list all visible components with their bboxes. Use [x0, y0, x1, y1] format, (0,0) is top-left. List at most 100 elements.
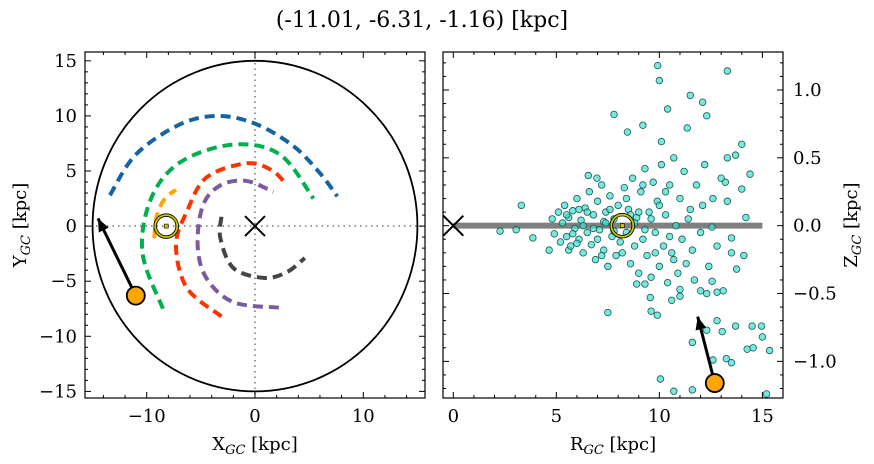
- scatter-point: [663, 278, 672, 287]
- scatter-point: [593, 174, 601, 182]
- galactic-center-marker: [244, 215, 266, 237]
- scatter-point: [632, 280, 641, 288]
- scatter-point: [713, 288, 721, 296]
- x-label-main: R: [570, 434, 584, 455]
- scatter-point: [723, 154, 732, 162]
- scatter-point: [512, 226, 520, 234]
- scatter-point: [643, 251, 651, 260]
- x-label-main: X: [212, 434, 225, 455]
- y-tick-label: −10: [39, 326, 77, 347]
- x-label-sub: GC: [225, 443, 245, 458]
- y-label-unit: [kpc]: [10, 183, 31, 235]
- y-tick-label: 0: [66, 216, 77, 237]
- scatter-point: [688, 246, 697, 254]
- scatter-point: [639, 235, 647, 243]
- scatter-point: [591, 255, 600, 264]
- scatter-point: [657, 160, 666, 169]
- scatter-point: [757, 322, 766, 330]
- figure-title: (-11.01, -6.31, -1.16) [kpc]: [276, 8, 568, 33]
- scatter-point: [674, 269, 682, 277]
- scatter-point: [727, 234, 736, 242]
- scatter-point: [647, 273, 655, 281]
- scatter-point: [703, 326, 711, 334]
- scatter-point: [548, 215, 556, 223]
- scatter-point: [703, 112, 711, 120]
- scatter-point: [639, 181, 647, 189]
- scatter-point: [653, 311, 662, 319]
- scatter-point: [684, 215, 692, 223]
- y-label-sub: GC: [850, 235, 865, 255]
- scatter-point: [713, 242, 721, 250]
- scatter-point: [686, 205, 694, 214]
- scatter-point: [683, 124, 691, 132]
- x-tick-label: 10: [352, 406, 375, 427]
- scatter-point: [622, 194, 631, 203]
- y-tick-label: −15: [39, 381, 77, 402]
- scatter-point: [604, 308, 612, 317]
- scatter-point: [665, 181, 674, 189]
- scatter-point: [749, 344, 757, 352]
- scatter-point: [727, 249, 736, 257]
- velocity-arrow-shaft: [96, 217, 138, 297]
- y-tick-label: 15: [54, 51, 77, 72]
- y-label-unit: [kpc]: [841, 182, 862, 234]
- scatter-point: [719, 287, 727, 295]
- scatter-point: [676, 292, 684, 300]
- scatter-point: [562, 232, 571, 241]
- y-axis-label: YGC [kpc]: [10, 183, 34, 269]
- scatter-point: [635, 269, 643, 277]
- scatter-point: [573, 239, 581, 248]
- scatter-point: [743, 345, 751, 353]
- scatter-point: [740, 251, 748, 260]
- scatter-point: [567, 242, 575, 250]
- scatter-point: [569, 230, 577, 238]
- scatter-point: [738, 185, 746, 193]
- y-axis-label: ZGC [kpc]: [841, 182, 865, 267]
- y-tick-label: 0.0: [793, 216, 822, 237]
- scatter-point: [606, 205, 614, 214]
- scatter-point: [727, 359, 736, 367]
- scatter-point: [713, 316, 721, 325]
- scatter-point: [647, 215, 655, 223]
- scatter-point: [655, 201, 664, 210]
- scatter-point: [639, 121, 647, 129]
- spiral-arm-track: [195, 178, 280, 310]
- scatter-point: [657, 137, 666, 146]
- scatter-point: [717, 174, 725, 182]
- scatter-point: [690, 276, 699, 284]
- scatter-point: [593, 235, 602, 243]
- scatter-point: [696, 228, 705, 237]
- scatter-point: [659, 242, 668, 250]
- scatter-point: [595, 226, 604, 234]
- galactic-center-marker: [443, 214, 465, 237]
- scatter-point: [723, 67, 732, 75]
- scatter-point: [579, 249, 587, 257]
- scatter-point: [709, 194, 717, 203]
- x-tick-label: 0: [448, 406, 459, 427]
- scatter-point: [700, 160, 709, 169]
- scatter-point: [698, 98, 707, 106]
- scatter-point: [641, 164, 649, 173]
- scatter-point: [641, 280, 649, 288]
- scatter-point: [656, 375, 665, 383]
- scatter-point: [731, 322, 740, 330]
- scatter-point: [708, 277, 716, 286]
- scatter-point: [651, 249, 659, 257]
- scatter-point: [661, 211, 670, 219]
- scatter-point: [558, 219, 567, 227]
- scatter-point: [606, 192, 614, 200]
- scatter-point: [620, 183, 629, 192]
- scatter-point: [696, 287, 705, 295]
- scatter-point: [583, 208, 591, 216]
- scatter-point: [698, 201, 707, 210]
- scatter-point: [676, 285, 684, 294]
- y-label-main: Y: [10, 254, 31, 268]
- scatter-point: [692, 181, 701, 189]
- scatter-point: [672, 221, 680, 230]
- scatter-point: [560, 201, 569, 210]
- scatter-point: [550, 230, 558, 238]
- scatter-point: [651, 228, 659, 237]
- y-tick-label: 1.0: [793, 80, 822, 101]
- scatter-point: [703, 289, 711, 298]
